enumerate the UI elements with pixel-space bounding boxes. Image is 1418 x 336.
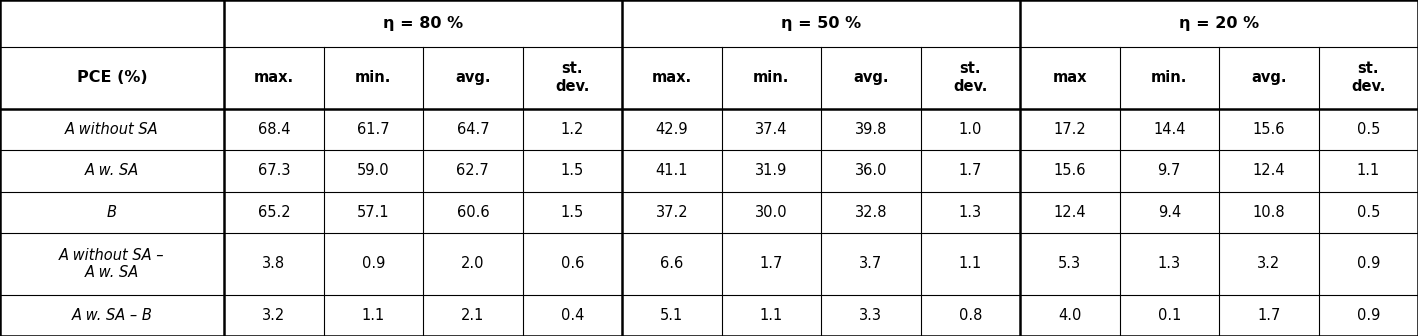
Text: 39.8: 39.8 xyxy=(855,122,888,137)
Text: 0.5: 0.5 xyxy=(1357,122,1380,137)
Text: 42.9: 42.9 xyxy=(655,122,688,137)
Text: 3.8: 3.8 xyxy=(262,256,285,271)
Text: 57.1: 57.1 xyxy=(357,205,390,220)
Text: 41.1: 41.1 xyxy=(655,163,688,178)
Text: 1.3: 1.3 xyxy=(959,205,981,220)
Text: η = 20 %: η = 20 % xyxy=(1178,16,1259,31)
Text: 1.7: 1.7 xyxy=(1258,308,1280,323)
Text: 12.4: 12.4 xyxy=(1252,163,1285,178)
Text: 15.6: 15.6 xyxy=(1252,122,1285,137)
Text: 4.0: 4.0 xyxy=(1058,308,1082,323)
Text: 32.8: 32.8 xyxy=(855,205,888,220)
Text: 31.9: 31.9 xyxy=(756,163,787,178)
Text: 1.1: 1.1 xyxy=(362,308,384,323)
Text: 3.3: 3.3 xyxy=(859,308,882,323)
Text: 3.2: 3.2 xyxy=(262,308,285,323)
Text: 37.2: 37.2 xyxy=(655,205,688,220)
Text: 5.3: 5.3 xyxy=(1058,256,1082,271)
Text: 14.4: 14.4 xyxy=(1153,122,1185,137)
Text: avg.: avg. xyxy=(455,71,491,85)
Text: A without SA –
A w. SA: A without SA – A w. SA xyxy=(60,248,164,280)
Text: 5.1: 5.1 xyxy=(661,308,683,323)
Text: 9.4: 9.4 xyxy=(1157,205,1181,220)
Text: 0.9: 0.9 xyxy=(362,256,386,271)
Text: 12.4: 12.4 xyxy=(1054,205,1086,220)
Text: 65.2: 65.2 xyxy=(258,205,291,220)
Text: 1.1: 1.1 xyxy=(1357,163,1380,178)
Text: avg.: avg. xyxy=(854,71,889,85)
Text: avg.: avg. xyxy=(1251,71,1286,85)
Text: st.
dev.: st. dev. xyxy=(1351,61,1385,94)
Text: 30.0: 30.0 xyxy=(754,205,787,220)
Text: 10.8: 10.8 xyxy=(1252,205,1285,220)
Text: 3.2: 3.2 xyxy=(1258,256,1280,271)
Text: A w. SA – B: A w. SA – B xyxy=(72,308,153,323)
Text: 6.6: 6.6 xyxy=(661,256,683,271)
Text: 62.7: 62.7 xyxy=(457,163,489,178)
Text: min.: min. xyxy=(1151,71,1187,85)
Text: 68.4: 68.4 xyxy=(258,122,291,137)
Text: PCE (%): PCE (%) xyxy=(77,71,147,85)
Text: 67.3: 67.3 xyxy=(258,163,291,178)
Text: 37.4: 37.4 xyxy=(754,122,787,137)
Text: η = 50 %: η = 50 % xyxy=(781,16,861,31)
Text: 9.7: 9.7 xyxy=(1157,163,1181,178)
Text: 0.6: 0.6 xyxy=(560,256,584,271)
Text: 1.2: 1.2 xyxy=(560,122,584,137)
Text: 61.7: 61.7 xyxy=(357,122,390,137)
Text: 17.2: 17.2 xyxy=(1054,122,1086,137)
Text: min.: min. xyxy=(354,71,391,85)
Text: 64.7: 64.7 xyxy=(457,122,489,137)
Text: B: B xyxy=(106,205,118,220)
Text: η = 80 %: η = 80 % xyxy=(383,16,464,31)
Text: max.: max. xyxy=(254,71,294,85)
Text: 0.1: 0.1 xyxy=(1157,308,1181,323)
Text: 0.9: 0.9 xyxy=(1357,256,1380,271)
Text: 36.0: 36.0 xyxy=(855,163,888,178)
Text: A w. SA: A w. SA xyxy=(85,163,139,178)
Text: 0.8: 0.8 xyxy=(959,308,983,323)
Text: 0.9: 0.9 xyxy=(1357,308,1380,323)
Text: 2.0: 2.0 xyxy=(461,256,485,271)
Text: min.: min. xyxy=(753,71,790,85)
Text: 1.7: 1.7 xyxy=(760,256,783,271)
Text: 2.1: 2.1 xyxy=(461,308,485,323)
Text: max.: max. xyxy=(652,71,692,85)
Text: 1.3: 1.3 xyxy=(1157,256,1181,271)
Text: st.
dev.: st. dev. xyxy=(554,61,590,94)
Text: 1.0: 1.0 xyxy=(959,122,983,137)
Text: 1.1: 1.1 xyxy=(959,256,981,271)
Text: 60.6: 60.6 xyxy=(457,205,489,220)
Text: st.
dev.: st. dev. xyxy=(953,61,987,94)
Text: 1.7: 1.7 xyxy=(959,163,983,178)
Text: max: max xyxy=(1052,71,1088,85)
Text: A without SA: A without SA xyxy=(65,122,159,137)
Text: 3.7: 3.7 xyxy=(859,256,882,271)
Text: 0.5: 0.5 xyxy=(1357,205,1380,220)
Text: 0.4: 0.4 xyxy=(560,308,584,323)
Text: 15.6: 15.6 xyxy=(1054,163,1086,178)
Text: 59.0: 59.0 xyxy=(357,163,390,178)
Text: 1.5: 1.5 xyxy=(560,205,584,220)
Text: 1.1: 1.1 xyxy=(760,308,783,323)
Text: 1.5: 1.5 xyxy=(560,163,584,178)
